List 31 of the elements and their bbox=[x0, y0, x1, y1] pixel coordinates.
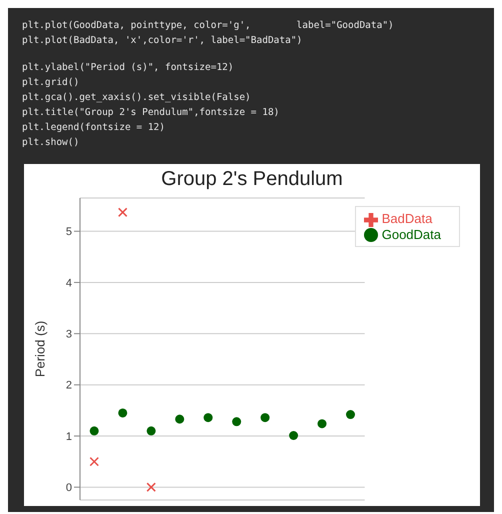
text: plt.legend(fontsize = 12) bbox=[22, 121, 166, 135]
text: plt.gca().get_xaxis().set_visible(False) bbox=[22, 91, 252, 105]
legend-label: BadData bbox=[382, 211, 432, 226]
point bbox=[146, 426, 156, 436]
text: plt.ylabel("Period (s)", fontsize=12) bbox=[22, 61, 235, 75]
text: plt.show() bbox=[22, 136, 80, 150]
point bbox=[89, 456, 99, 466]
point bbox=[118, 208, 128, 218]
text: plt.plot(BadData, 'x',color='r', label="BadData") bbox=[22, 34, 304, 48]
y-tick-label: 4 bbox=[66, 277, 72, 290]
point bbox=[318, 419, 327, 428]
point bbox=[146, 482, 156, 492]
text: plt.title("Group 2's Pendulum",fontsize = 18) bbox=[22, 106, 280, 120]
text: plt.plot(GoodData, pointtype, color='g', label="GoodData") bbox=[22, 19, 395, 33]
point bbox=[204, 413, 213, 422]
y-tick-label: 0 bbox=[66, 482, 72, 494]
point bbox=[232, 417, 242, 426]
y-tick-label: 5 bbox=[66, 226, 72, 238]
y-tick-label: 1 bbox=[66, 430, 72, 443]
legend-label: GoodData bbox=[382, 226, 441, 242]
point bbox=[118, 408, 128, 418]
point bbox=[175, 414, 184, 424]
point bbox=[346, 410, 355, 420]
y-tick-label: 2 bbox=[66, 380, 72, 392]
text: plt.grid() bbox=[22, 76, 80, 90]
chart-title: Group 2's Pendulum bbox=[160, 167, 344, 192]
point bbox=[90, 426, 99, 436]
point bbox=[260, 413, 270, 422]
y-tick-label: 3 bbox=[66, 328, 72, 341]
y-axis-title: Period (s) bbox=[32, 320, 48, 378]
point bbox=[289, 431, 298, 440]
